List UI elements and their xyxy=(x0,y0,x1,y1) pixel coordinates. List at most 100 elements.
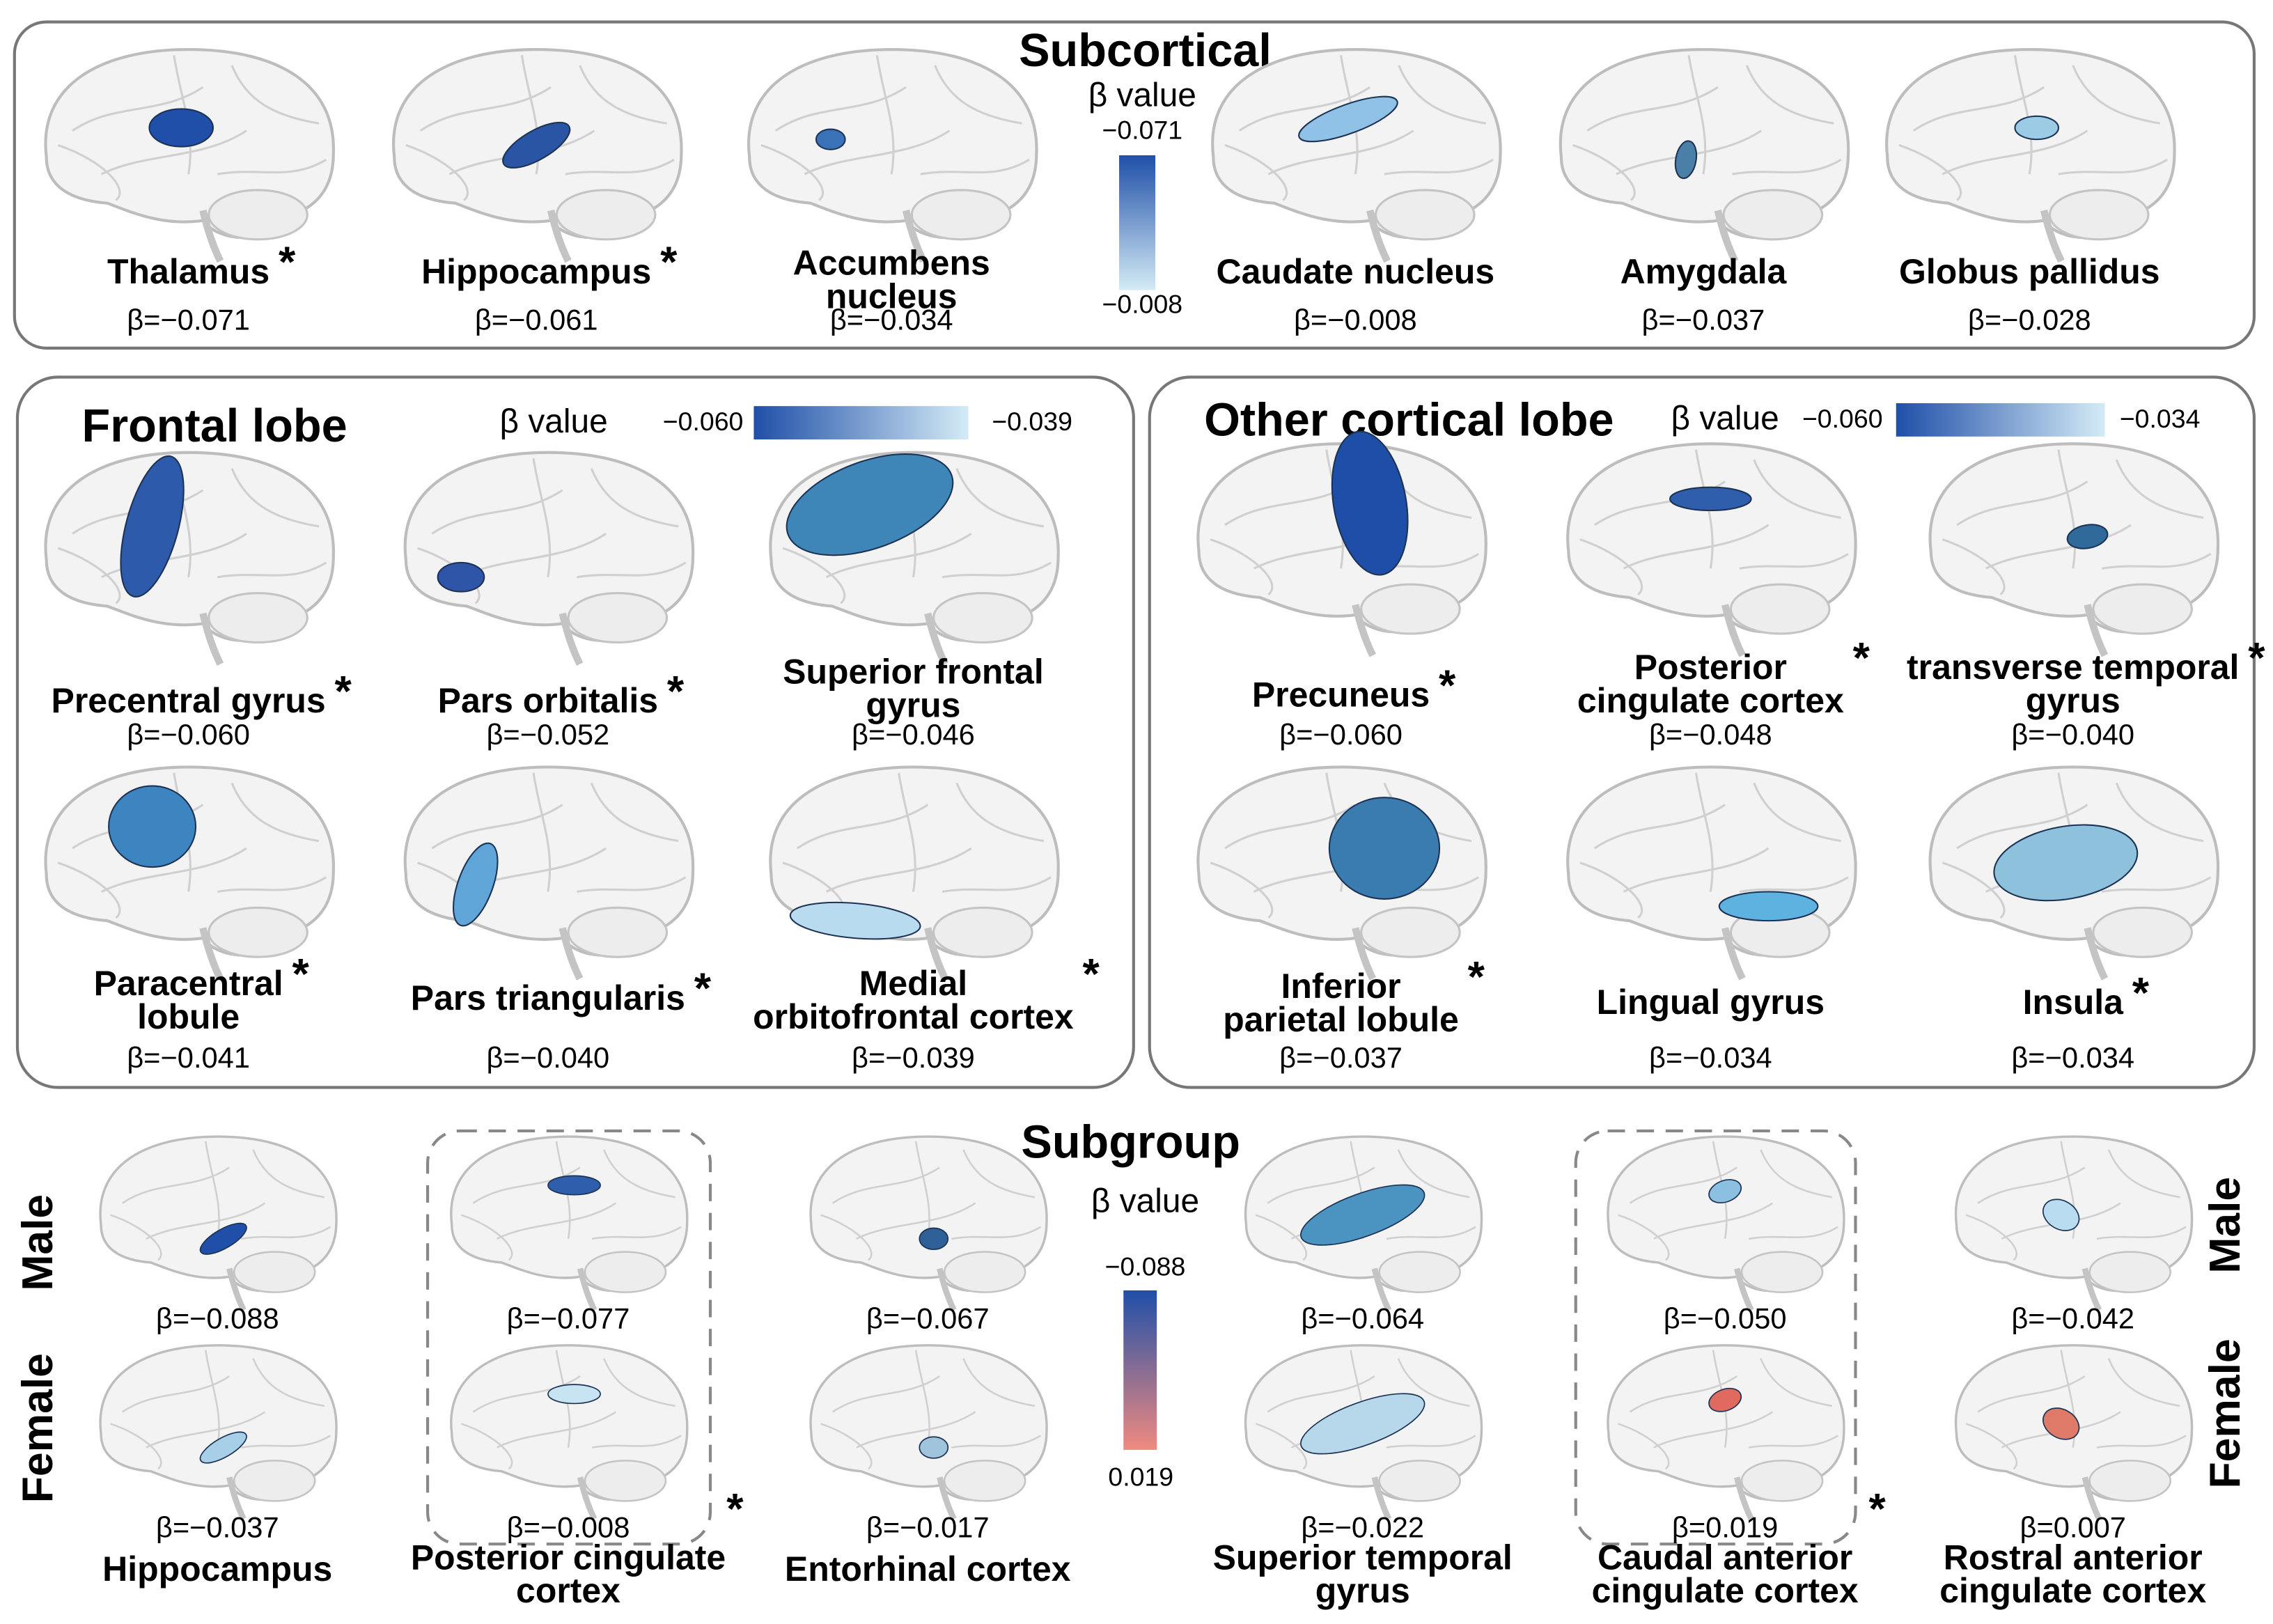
brain xyxy=(1566,765,1857,981)
beta-label: β=−0.039 xyxy=(852,1041,975,1074)
gyrus-line xyxy=(1745,65,1834,125)
beta-label: β=−0.037 xyxy=(1642,303,1765,336)
gyrus-line xyxy=(2115,782,2204,843)
significance-star: * xyxy=(667,667,685,716)
gyrus-line xyxy=(831,1166,941,1204)
brain xyxy=(392,47,683,263)
gyrus-line xyxy=(1267,1375,1375,1413)
gyrus-line xyxy=(1942,130,2088,175)
brainstem xyxy=(559,927,584,981)
beta-label: β=−0.041 xyxy=(127,1041,250,1074)
region-label: Posterior xyxy=(1634,648,1787,687)
beta-label: β=−0.061 xyxy=(475,303,598,336)
brain xyxy=(1244,1344,1483,1520)
region xyxy=(199,1431,247,1464)
gyrus-line xyxy=(898,772,916,892)
brainstem xyxy=(1352,927,1376,981)
section-title: Frontal lobe xyxy=(82,400,347,452)
brain xyxy=(403,765,695,981)
gyrus-line xyxy=(820,1214,873,1261)
significance-star: * xyxy=(1869,1485,1887,1533)
colorbar-label: 0.019 xyxy=(1108,1462,1173,1491)
brainstem xyxy=(577,1267,597,1312)
gyrus-line xyxy=(217,561,327,579)
brain xyxy=(99,1135,338,1312)
beta-label: β=−0.071 xyxy=(127,303,250,336)
beta-label: β=−0.037 xyxy=(156,1510,279,1543)
brainstem xyxy=(199,927,224,981)
cerebellum xyxy=(2088,1251,2171,1293)
region-label: cingulate cortex xyxy=(1577,681,1844,720)
gyrus-line xyxy=(1753,782,1841,843)
gyrus-line xyxy=(2013,55,2033,175)
beta-label: β=−0.050 xyxy=(1664,1302,1787,1335)
brain xyxy=(1885,47,2176,263)
brainstem xyxy=(2084,604,2109,657)
cerebellum xyxy=(1378,1251,1461,1293)
gyrus-line xyxy=(472,1166,581,1204)
gyrus-line xyxy=(797,804,929,850)
beta-label: β=−0.034 xyxy=(2011,1041,2134,1074)
cerebellum xyxy=(2088,1460,2171,1502)
beta-label: β=−0.022 xyxy=(1301,1510,1424,1543)
brainstem xyxy=(1371,1267,1392,1312)
region xyxy=(1708,1179,1742,1203)
gyrus-line xyxy=(204,1350,220,1448)
gyrus-line xyxy=(419,86,552,132)
gyrus-line xyxy=(1629,1166,1737,1204)
brainstem xyxy=(547,209,572,263)
beta-label: β=−0.067 xyxy=(866,1302,990,1335)
cerebellum xyxy=(1722,189,1824,241)
gyrus-line xyxy=(1210,538,1274,595)
cerebellum xyxy=(208,592,308,644)
gyrus-line xyxy=(1760,1358,1832,1407)
cerebellum xyxy=(208,906,308,958)
gyrus-line xyxy=(217,158,327,175)
gyrus-line xyxy=(1593,804,1726,850)
gyrus-line xyxy=(1397,1149,1470,1199)
gyrus-line xyxy=(825,533,972,579)
gyrus-line xyxy=(955,468,1045,528)
gyrus-line xyxy=(934,65,1022,125)
cerebellum xyxy=(584,1460,667,1502)
gyrus-line xyxy=(856,1202,976,1240)
brainstem xyxy=(924,927,948,981)
gyrus-line xyxy=(2058,158,2168,175)
gyrus-line xyxy=(1760,1149,1832,1199)
colorbar xyxy=(1119,155,1156,290)
brain xyxy=(99,1344,338,1520)
beta-label: β=−0.060 xyxy=(127,718,250,751)
beta-label: β=0.019 xyxy=(1672,1510,1778,1543)
gyrus-line xyxy=(820,1423,873,1470)
region-label: cingulate cortex xyxy=(1939,1571,2206,1610)
region-label: Thalamus xyxy=(107,252,270,291)
cerebellum xyxy=(567,906,669,958)
significance-star: * xyxy=(2132,969,2150,1017)
gyrus-line xyxy=(951,1226,1042,1240)
gyrus-line xyxy=(532,458,552,578)
dashed-box xyxy=(426,1129,712,1546)
region-label: gyrus xyxy=(1315,1571,1410,1610)
region-label: Superior temporal xyxy=(1213,1538,1513,1577)
region xyxy=(547,1175,601,1196)
gyrus-line xyxy=(1965,1423,2018,1470)
region-label: gyrus xyxy=(2026,681,2120,720)
gyrus-line xyxy=(579,65,667,125)
region-label: Posterior cingulate xyxy=(411,1538,726,1577)
gyrus-line xyxy=(217,876,327,893)
gyrus-line xyxy=(590,782,679,843)
brain xyxy=(809,1344,1048,1520)
gyrus-line xyxy=(2072,65,2160,125)
colorbar-label: −0.060 xyxy=(663,407,744,436)
significance-star: * xyxy=(660,238,678,287)
brainstem xyxy=(577,1476,597,1520)
beta-label: β=−0.034 xyxy=(1649,1041,1772,1074)
brainstem xyxy=(1352,604,1376,657)
region xyxy=(786,453,954,556)
brainstem xyxy=(2040,209,2065,263)
region xyxy=(1718,891,1819,922)
gyrus-line xyxy=(110,1214,162,1261)
gyrus-line xyxy=(2115,459,2204,519)
legend-title: β value xyxy=(1088,77,1196,114)
gyrus-line xyxy=(1579,538,1643,595)
